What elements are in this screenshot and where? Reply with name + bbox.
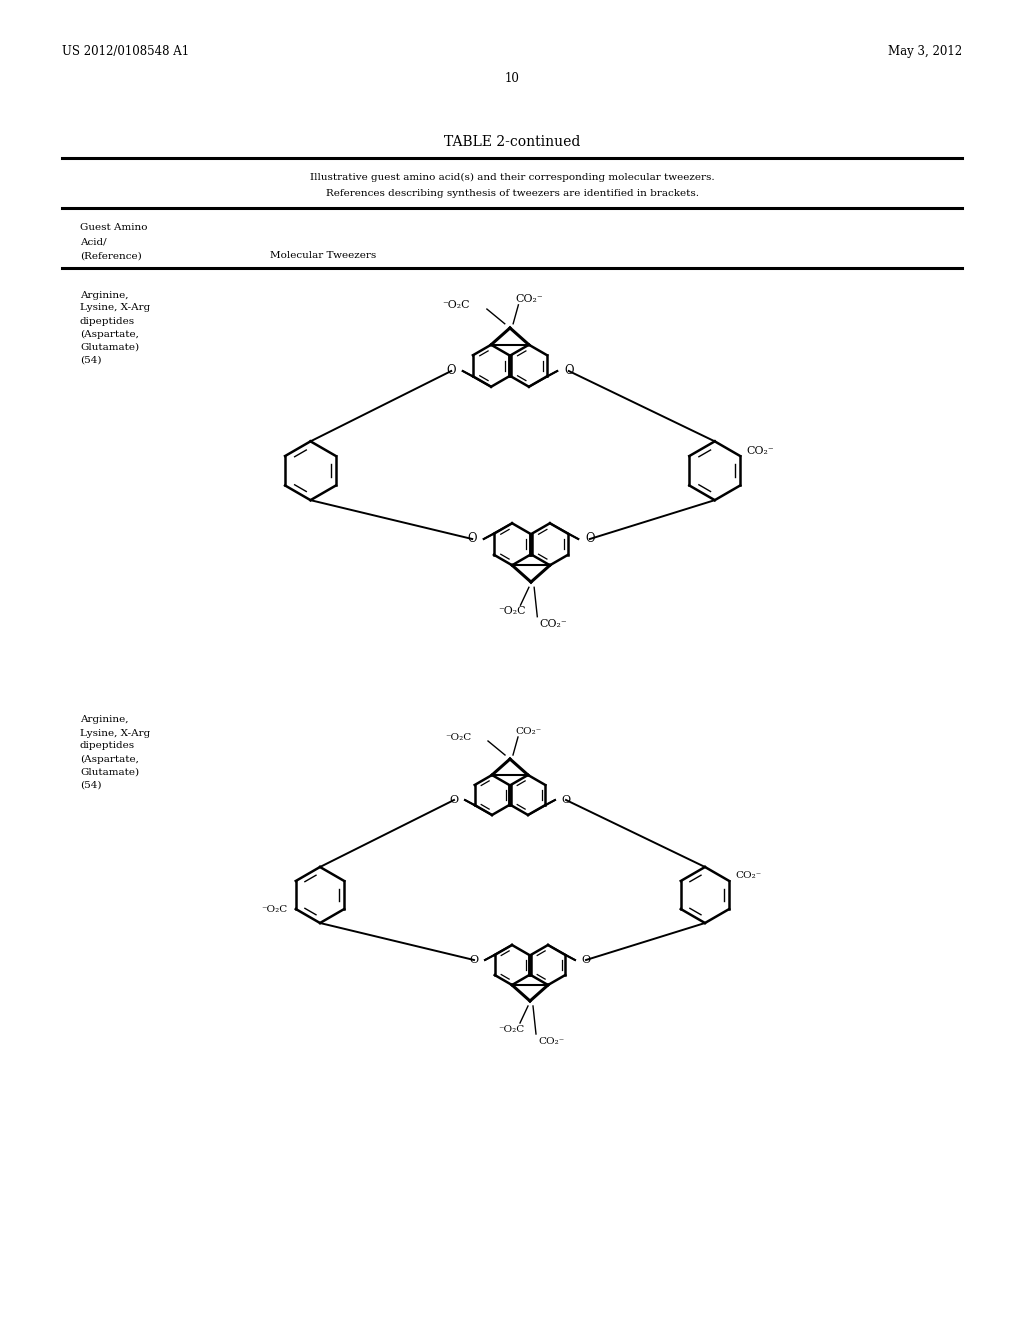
Text: Guest Amino: Guest Amino	[80, 223, 147, 232]
Text: O: O	[561, 795, 570, 805]
Text: Lysine, X-Arg: Lysine, X-Arg	[80, 304, 151, 313]
Text: O: O	[585, 532, 595, 545]
Text: CO₂⁻: CO₂⁻	[746, 446, 774, 455]
Text: CO₂⁻: CO₂⁻	[515, 293, 543, 304]
Text: (Aspartate,: (Aspartate,	[80, 330, 139, 338]
Text: O: O	[450, 795, 459, 805]
Text: References describing synthesis of tweezers are identified in brackets.: References describing synthesis of tweez…	[326, 190, 698, 198]
Text: ⁻O₂C: ⁻O₂C	[261, 904, 288, 913]
Text: May 3, 2012: May 3, 2012	[888, 45, 962, 58]
Text: Arginine,: Arginine,	[80, 715, 128, 725]
Text: CO₂⁻: CO₂⁻	[538, 1036, 564, 1045]
Text: dipeptides: dipeptides	[80, 317, 135, 326]
Text: 10: 10	[505, 71, 519, 84]
Text: ⁻O₂C: ⁻O₂C	[499, 1024, 525, 1034]
Text: Glutamate): Glutamate)	[80, 342, 139, 351]
Text: Lysine, X-Arg: Lysine, X-Arg	[80, 729, 151, 738]
Text: O: O	[469, 954, 478, 965]
Text: Arginine,: Arginine,	[80, 290, 128, 300]
Text: (Aspartate,: (Aspartate,	[80, 755, 139, 763]
Text: TABLE 2-continued: TABLE 2-continued	[443, 135, 581, 149]
Text: ⁻O₂C: ⁻O₂C	[498, 606, 525, 616]
Text: ⁻O₂C: ⁻O₂C	[445, 733, 472, 742]
Text: Molecular Tweezers: Molecular Tweezers	[270, 252, 376, 260]
Text: (54): (54)	[80, 355, 101, 364]
Text: O: O	[582, 954, 591, 965]
Text: US 2012/0108548 A1: US 2012/0108548 A1	[62, 45, 189, 58]
Text: O: O	[467, 532, 477, 545]
Text: (54): (54)	[80, 780, 101, 789]
Text: CO₂⁻: CO₂⁻	[540, 619, 567, 630]
Text: Glutamate): Glutamate)	[80, 767, 139, 776]
Text: Acid/: Acid/	[80, 238, 106, 247]
Text: Illustrative guest amino acid(s) and their corresponding molecular tweezers.: Illustrative guest amino acid(s) and the…	[309, 173, 715, 182]
Text: dipeptides: dipeptides	[80, 742, 135, 751]
Text: CO₂⁻: CO₂⁻	[735, 871, 762, 880]
Text: ⁻O₂C: ⁻O₂C	[442, 300, 470, 310]
Text: O: O	[564, 364, 573, 378]
Text: (Reference): (Reference)	[80, 252, 141, 260]
Text: CO₂⁻: CO₂⁻	[515, 726, 542, 735]
Text: O: O	[446, 364, 456, 378]
